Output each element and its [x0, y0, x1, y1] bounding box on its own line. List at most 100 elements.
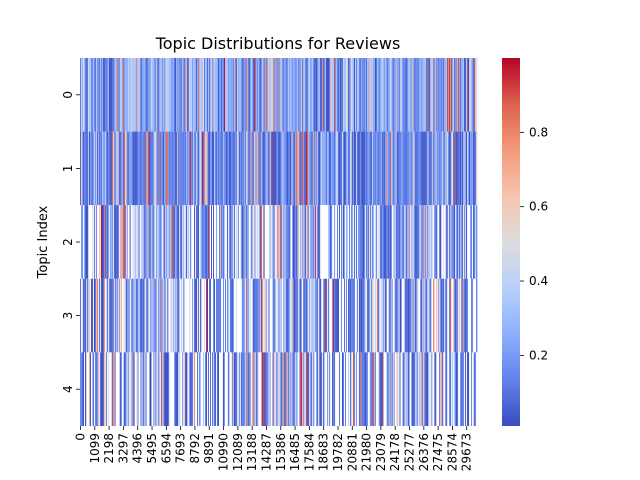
heatmap-cell [259, 352, 261, 426]
heatmap-cell [415, 131, 417, 206]
heatmap-cell [312, 278, 314, 353]
heatmap-cell [347, 205, 350, 279]
y-axis-label: Topic Index [36, 205, 51, 279]
heatmap-cell [455, 131, 457, 206]
heatmap-cell [194, 205, 196, 279]
heatmap-cell [399, 131, 401, 206]
heatmap-cell [110, 278, 113, 353]
heatmap-cell [221, 205, 224, 279]
heatmap-cell [128, 352, 130, 426]
heatmap-cell [368, 352, 371, 426]
heatmap-cell [227, 131, 230, 206]
heatmap-cell [162, 205, 164, 279]
heatmap-cell [181, 58, 183, 132]
heatmap-cell [371, 58, 374, 132]
heatmap-cell [397, 352, 399, 426]
heatmap-cell [465, 131, 467, 206]
heatmap-cell [316, 131, 318, 206]
heatmap-cell [339, 352, 341, 426]
heatmap-cell [335, 131, 337, 206]
heatmap-cell [431, 58, 433, 132]
heatmap-cell [156, 131, 158, 206]
heatmap-cell [187, 352, 189, 426]
heatmap-cell [252, 352, 255, 426]
heatmap-cell [264, 352, 266, 426]
heatmap-cell [389, 352, 391, 426]
heatmap-cell [340, 131, 342, 206]
heatmap-cell [228, 131, 231, 206]
heatmap-cell [285, 352, 287, 426]
heatmap-cell [234, 352, 237, 426]
heatmap-cell [115, 352, 118, 426]
heatmap-cell [83, 131, 86, 206]
heatmap-cell [269, 131, 271, 206]
heatmap-cell [150, 352, 152, 426]
heatmap-cell [280, 58, 282, 132]
heatmap-cell [474, 131, 476, 206]
heatmap-cell [195, 352, 197, 426]
heatmap-cell [138, 58, 140, 132]
heatmap-cell [468, 352, 470, 426]
heatmap-cell [252, 58, 255, 132]
heatmap-cell [206, 205, 208, 279]
heatmap-cell [371, 352, 374, 426]
heatmap-cell [305, 278, 307, 353]
heatmap-cell [440, 352, 442, 426]
heatmap-cell [442, 205, 444, 279]
heatmap-cell [320, 352, 322, 426]
heatmap-cell [86, 131, 89, 206]
heatmap-cell [275, 58, 277, 132]
heatmap-cell [151, 131, 153, 206]
heatmap-cell [386, 205, 389, 279]
heatmap-cell [355, 352, 358, 426]
heatmap-cell [119, 352, 122, 426]
heatmap-cell [189, 352, 191, 426]
heatmap-cell [436, 131, 438, 206]
heatmap-cell [393, 352, 395, 426]
heatmap-cell [158, 58, 160, 132]
heatmap-cell [107, 278, 110, 353]
heatmap-cell [142, 205, 144, 279]
heatmap-cell [80, 205, 82, 279]
heatmap-cell [370, 352, 373, 426]
heatmap-cell [344, 131, 346, 206]
heatmap-cell [462, 131, 464, 206]
heatmap-cell [142, 58, 144, 132]
heatmap-cell [224, 278, 227, 353]
heatmap-cell [259, 205, 261, 279]
heatmap-cell [131, 131, 133, 206]
heatmap-cell [206, 131, 208, 206]
heatmap-cell [192, 352, 194, 426]
heatmap-cell [167, 58, 169, 132]
heatmap-cell [172, 278, 174, 353]
heatmap-cell [159, 205, 161, 279]
heatmap-cell [151, 58, 153, 132]
heatmap-cell [417, 131, 419, 206]
heatmap-cell [187, 205, 189, 279]
heatmap-cell [243, 278, 246, 353]
heatmap-cell [476, 131, 478, 206]
heatmap-cell [334, 352, 336, 426]
heatmap-cell [340, 278, 342, 353]
heatmap-cell [137, 131, 139, 206]
heatmap-cell [207, 352, 209, 426]
heatmap-cell [246, 278, 249, 353]
heatmap-cell [286, 58, 288, 132]
heatmap-cell [248, 131, 251, 206]
heatmap-cell [191, 131, 193, 206]
heatmap-cell [294, 131, 296, 206]
heatmap-cell [176, 131, 178, 206]
x-tick-label: 2198 [102, 433, 116, 464]
heatmap-cell [193, 131, 195, 206]
heatmap-cell [155, 58, 157, 132]
heatmap-cell [154, 131, 156, 206]
heatmap-cell [334, 131, 336, 206]
heatmap-cell [226, 131, 229, 206]
heatmap-cell [322, 205, 324, 279]
heatmap-cell [196, 131, 198, 206]
heatmap-cell [141, 278, 143, 353]
heatmap-cell [229, 278, 232, 353]
heatmap-cell [303, 58, 305, 132]
heatmap-cell [168, 205, 170, 279]
heatmap-cell [239, 205, 242, 279]
